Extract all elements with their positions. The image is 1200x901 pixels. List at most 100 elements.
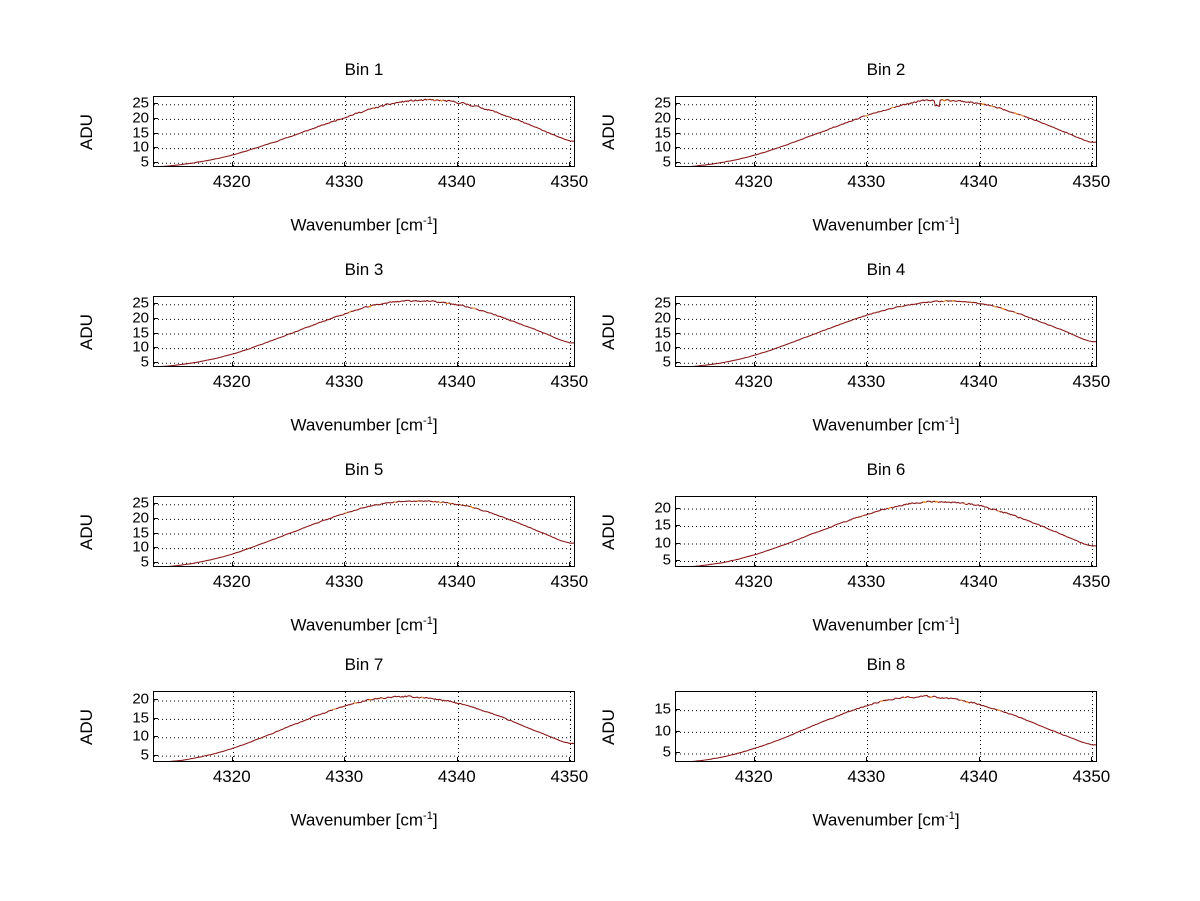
x-axis-label: Wavenumber [cm-1] <box>675 215 1097 236</box>
y-tick-mark <box>153 736 158 737</box>
plot-area <box>675 496 1097 567</box>
y-tick-mark <box>153 133 158 134</box>
subplot-title: Bin 7 <box>344 655 384 674</box>
x-axis-label-text: Wavenumber [cm <box>812 615 946 635</box>
y-tick-mark <box>153 503 158 504</box>
y-tick-label: 15 <box>654 324 671 342</box>
spectrum-line <box>169 695 574 761</box>
x-tick-label: 4340 <box>437 572 476 591</box>
x-tick-mark <box>457 362 458 367</box>
plot-svg <box>154 97 574 166</box>
x-tick-label: 4340 <box>959 172 998 191</box>
spectrum-highlight-segment <box>864 114 869 117</box>
x-tick-mark <box>866 562 867 567</box>
y-tick-labels: 25 20 15 10 5 <box>631 294 671 371</box>
x-axis-label-exponent: -1 <box>423 215 433 227</box>
x-tick-mark <box>979 757 980 762</box>
x-tick-label: 4350 <box>550 172 589 191</box>
spectrum-highlight-segment <box>438 501 442 504</box>
x-tick-label: 4340 <box>959 572 998 591</box>
x-tick-label: 4340 <box>437 767 476 786</box>
x-axis-label-close: ] <box>954 810 960 830</box>
x-tick-label: 4350 <box>1072 767 1111 786</box>
plot-area <box>153 96 575 167</box>
plot-svg <box>154 497 574 566</box>
x-tick-mark <box>754 757 755 762</box>
x-axis-label-close: ] <box>432 415 438 435</box>
y-tick-mark <box>675 133 680 134</box>
y-tick-label: 15 <box>654 516 671 534</box>
spectrum-highlight-segment <box>964 503 966 505</box>
y-tick-label: 20 <box>654 109 671 127</box>
spectrum-highlight-segment <box>935 500 939 503</box>
spectrum-highlight-segment <box>368 305 372 308</box>
y-tick-label: 10 <box>654 534 671 552</box>
y-tick-label: 15 <box>132 124 149 142</box>
x-axis-label: Wavenumber [cm-1] <box>153 415 575 436</box>
subplot-title: Bin 6 <box>866 460 906 479</box>
spectrum-highlight-segment <box>890 106 895 109</box>
y-tick-label: 20 <box>132 690 149 708</box>
x-axis-label-exponent: -1 <box>945 215 955 227</box>
y-tick-label: 25 <box>654 294 671 312</box>
spectrum-highlight-segment <box>440 99 444 102</box>
spectrum-highlight-segment <box>1001 307 1005 310</box>
x-tick-label: 4330 <box>325 572 364 591</box>
x-tick-mark <box>979 562 980 567</box>
x-tick-label: 4350 <box>550 372 589 391</box>
y-tick-label: 15 <box>654 124 671 142</box>
spectrum-highlight-segment <box>1014 311 1017 314</box>
x-tick-mark <box>232 562 233 567</box>
y-tick-mark <box>675 709 680 710</box>
y-tick-mark <box>153 318 158 319</box>
y-tick-label: 25 <box>132 494 149 512</box>
y-tick-mark <box>675 731 680 732</box>
x-axis-label-close: ] <box>432 215 438 235</box>
x-tick-mark <box>457 562 458 567</box>
subplot-title: Bin 1 <box>344 60 384 79</box>
x-tick-label: 4330 <box>847 172 886 191</box>
x-tick-mark <box>232 362 233 367</box>
plot-area <box>675 96 1097 167</box>
y-tick-mark <box>675 333 680 334</box>
y-tick-label: 10 <box>132 727 149 745</box>
y-tick-mark <box>675 103 680 104</box>
x-tick-label: 4330 <box>325 372 364 391</box>
x-axis-label-text: Wavenumber [cm <box>812 415 946 435</box>
y-tick-label: 15 <box>132 524 149 542</box>
subplot-title: Bin 5 <box>344 460 384 479</box>
x-tick-mark <box>457 757 458 762</box>
y-tick-mark <box>153 333 158 334</box>
spectrum-highlight-segment <box>887 506 892 510</box>
y-tick-label: 25 <box>654 94 671 112</box>
x-axis-label: Wavenumber [cm-1] <box>153 615 575 636</box>
y-tick-mark <box>153 162 158 163</box>
spectrum-highlight-segment <box>421 696 424 699</box>
plot-svg <box>676 97 1096 166</box>
x-axis-label-text: Wavenumber [cm <box>290 615 424 635</box>
x-tick-mark <box>754 362 755 367</box>
x-axis-label-exponent: -1 <box>945 810 955 822</box>
y-tick-mark <box>153 147 158 148</box>
y-tick-label: 5 <box>140 746 149 764</box>
y-tick-mark <box>153 103 158 104</box>
y-tick-mark <box>153 118 158 119</box>
spectrum-highlight-segment <box>393 501 397 503</box>
y-tick-mark <box>153 699 158 700</box>
x-axis-label-close: ] <box>432 615 438 635</box>
plot-area <box>153 296 575 367</box>
y-tick-label: 5 <box>662 353 671 371</box>
x-axis-label: Wavenumber [cm-1] <box>675 615 1097 636</box>
plot-svg <box>154 297 574 366</box>
spectrum-highlight-segment <box>997 709 1001 712</box>
x-tick-label: 4320 <box>734 172 773 191</box>
x-tick-label: 4340 <box>959 372 998 391</box>
x-axis-label-exponent: -1 <box>945 615 955 627</box>
y-tick-label: 20 <box>132 509 149 527</box>
y-tick-label: 15 <box>654 700 671 718</box>
